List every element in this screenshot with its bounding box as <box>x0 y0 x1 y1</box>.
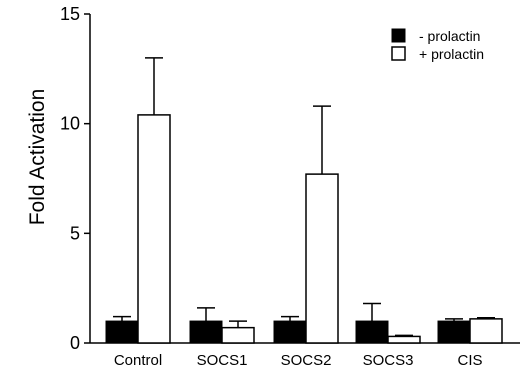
y-tick-label-0: 0 <box>70 333 80 353</box>
x-tick-label-socs1: SOCS1 <box>197 352 248 369</box>
y-tick-label-3: 15 <box>60 4 80 24</box>
bar-cis-series-1 <box>469 318 503 344</box>
y-tick-label-1: 5 <box>70 223 80 243</box>
bar-socs3-series-0 <box>355 320 389 344</box>
x-tick-label-socs2: SOCS2 <box>281 352 332 369</box>
legend-swatch-minus-prolactin <box>391 28 406 43</box>
legend: - prolactin + prolactin <box>391 28 484 62</box>
bar-socs3-series-1 <box>387 335 421 344</box>
bar-socs2-series-0 <box>273 320 307 344</box>
bar-cis-series-0 <box>437 320 471 344</box>
y-tick-label-2: 10 <box>60 114 80 134</box>
x-tick-labels: Control SOCS1 SOCS2 SOCS3 CIS <box>114 352 483 369</box>
legend-label-plus-prolactin: + prolactin <box>419 46 484 62</box>
bar-control-series-1 <box>137 114 171 344</box>
legend-label-minus-prolactin: - prolactin <box>419 28 480 44</box>
bar-socs1-series-1 <box>221 326 255 344</box>
x-tick-label-cis: CIS <box>457 352 482 369</box>
bars <box>105 57 503 344</box>
legend-swatch-plus-prolactin <box>391 46 406 61</box>
y-axis-label: Fold Activation <box>26 89 49 226</box>
y-ticks: 0 5 10 15 <box>60 4 90 353</box>
bar-control-series-0 <box>105 320 139 344</box>
bar-socs2-series-1 <box>305 173 339 344</box>
x-tick-label-control: Control <box>114 352 162 369</box>
x-tick-label-socs3: SOCS3 <box>363 352 414 369</box>
bar-socs1-series-0 <box>189 320 223 344</box>
